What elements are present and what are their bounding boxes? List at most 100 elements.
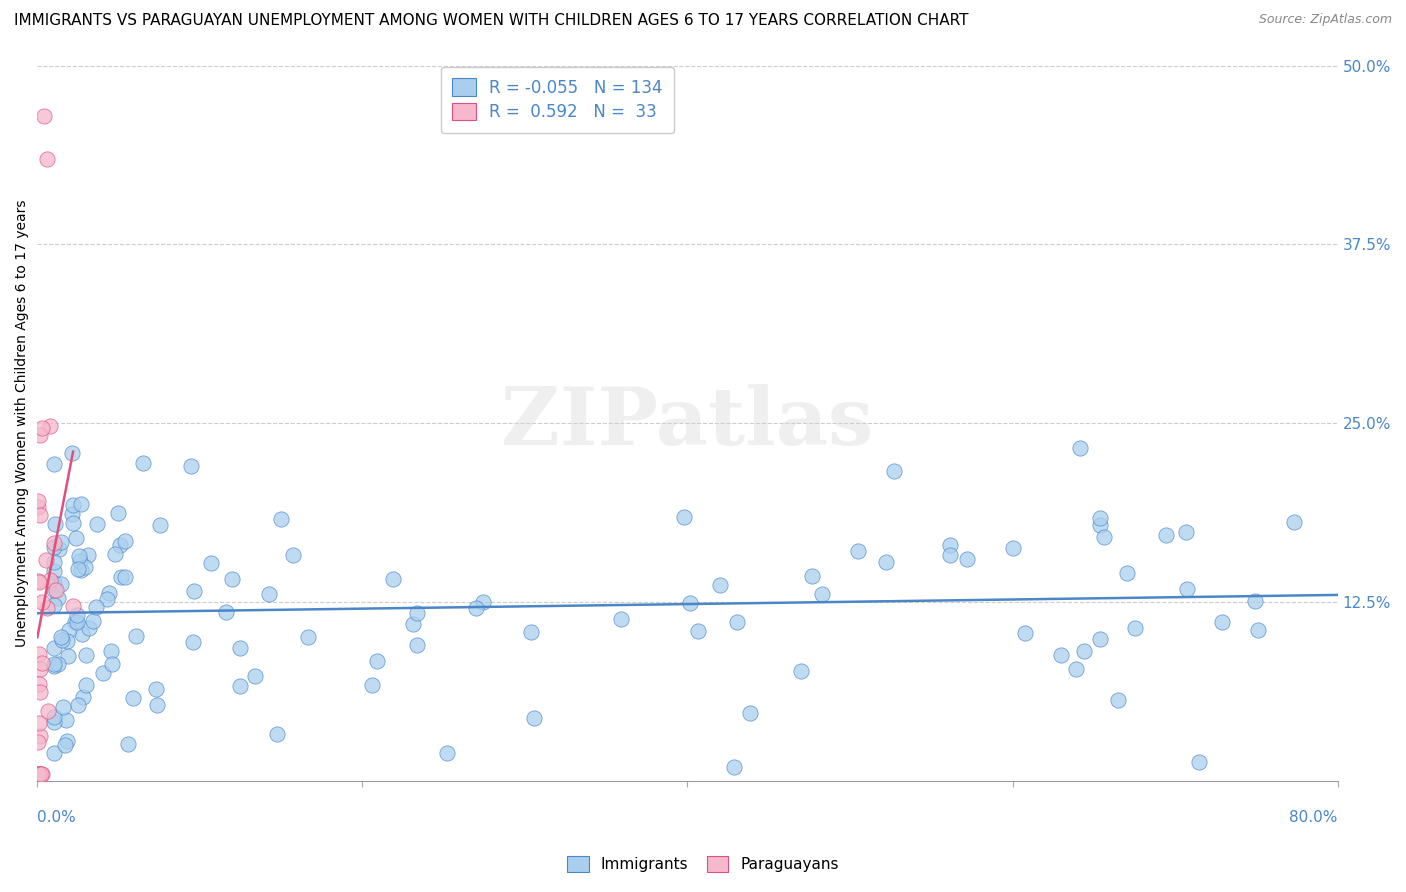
Point [72,626,94,640]
Point [1088,632,1111,646]
Point [100,644,122,658]
Point [132,456,155,470]
Point [39,573,62,587]
Point [30,767,52,781]
Point [31,595,53,609]
Point [221,572,243,586]
Point [42,564,65,578]
Point [366,654,388,668]
Legend: Immigrants, Paraguayans: Immigrants, Paraguayans [560,848,846,880]
Point [1154,527,1177,541]
Point [27,500,49,514]
Point [42,458,65,472]
Point [30,684,52,698]
Point [75,678,97,692]
Point [121,691,143,706]
Point [51,630,73,644]
Point [75,648,97,662]
Point [49,535,72,549]
Point [46,591,69,605]
Point [28,574,51,589]
Point [31,420,53,434]
Point [149,518,172,533]
Point [76,549,98,563]
Point [69,497,91,511]
Point [27,767,49,781]
Point [406,607,429,621]
Point [38,418,60,433]
Point [1092,530,1115,544]
Point [1247,623,1270,637]
Point [790,664,813,678]
Point [405,638,427,652]
Point [42,746,65,760]
Point [266,727,288,741]
Point [28,715,51,730]
Text: 0.0%: 0.0% [38,810,76,824]
Point [883,464,905,478]
Point [86,516,108,531]
Point [472,595,495,609]
Point [401,616,423,631]
Point [801,569,824,583]
Point [811,586,834,600]
Point [875,555,897,569]
Point [44,640,66,655]
Point [35,152,58,166]
Point [1175,524,1198,539]
Point [35,601,58,615]
Point [110,569,132,583]
Point [58,624,80,638]
Point [60,507,83,521]
Point [65,615,87,629]
Point [28,767,51,781]
Point [28,647,51,661]
Point [108,538,131,552]
Point [1073,644,1095,658]
Point [51,577,73,591]
Point [75,560,97,574]
Point [42,578,65,592]
Point [42,583,65,598]
Point [42,555,65,569]
Point [145,681,167,696]
Point [56,648,79,663]
Point [63,615,86,630]
Point [520,624,543,639]
Point [1002,541,1025,555]
Point [77,621,100,635]
Point [436,746,458,760]
Point [228,679,250,693]
Point [37,704,59,718]
Text: Source: ZipAtlas.com: Source: ZipAtlas.com [1258,13,1392,27]
Point [465,600,488,615]
Point [98,586,121,600]
Point [44,517,66,532]
Point [60,446,83,460]
Point [180,458,202,473]
Point [42,576,65,591]
Point [1175,582,1198,596]
Point [146,698,169,712]
Point [104,547,127,561]
Point [1211,615,1233,630]
Point [56,634,79,648]
Point [67,549,90,563]
Point [55,714,77,728]
Legend: R = -0.055   N = 134, R =  0.592   N =  33: R = -0.055 N = 134, R = 0.592 N = 33 [440,67,675,133]
Point [70,563,93,577]
Point [28,677,51,691]
Point [45,582,67,597]
Point [688,624,710,639]
Point [1069,441,1091,455]
Point [125,629,148,643]
Point [42,659,65,673]
Point [107,506,129,520]
Point [66,562,89,576]
Point [84,600,107,615]
Point [200,556,222,570]
Point [1244,593,1267,607]
Point [709,578,731,592]
Point [65,531,87,545]
Point [91,666,114,681]
